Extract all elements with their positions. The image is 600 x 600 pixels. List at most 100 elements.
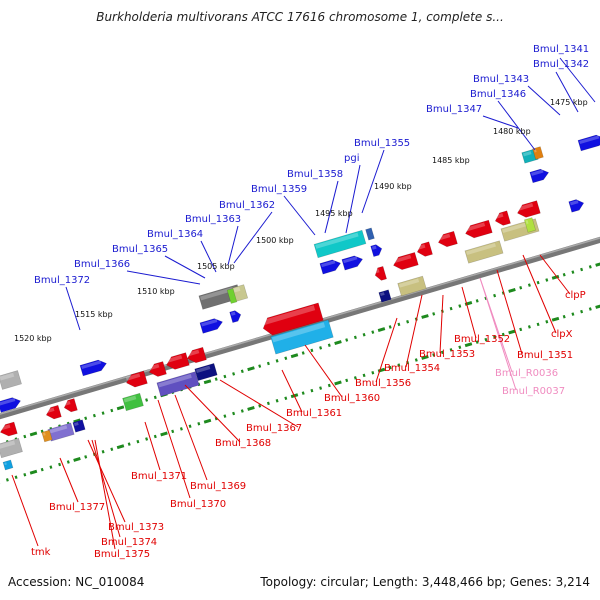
inner-tick-mark [310,388,314,393]
outer-tick-mark [421,314,429,319]
forward-gene-label: Bmul_1343 [473,74,529,85]
inner-tick-mark [160,431,168,437]
leader-line [405,294,423,368]
accession-text: Accession: NC_010084 [8,575,145,589]
outer-tick-mark [310,348,314,353]
inner-tick-mark [136,439,140,444]
forward-gene-label: Bmul_1358 [287,169,343,180]
gene-sheen [165,355,183,364]
gene-arrow [0,397,22,413]
leader-line [87,439,126,523]
reverse-gene-label: clpP [565,290,586,301]
inner-tick-mark [449,348,453,352]
outer-tick-mark [334,340,342,346]
reverse-gene-label: tmk [31,547,51,558]
gene-box [41,429,53,443]
inner-tick-mark [171,429,175,434]
gene-box [378,289,392,303]
gene-sheen [261,305,316,326]
reverse-gene-label: Bmul_1367 [246,423,302,434]
inner-tick-mark [327,383,331,388]
outer-tick-mark [493,293,497,298]
gene-sheen [522,151,532,157]
scale-label: 1500 kbp [256,236,294,245]
outer-tick-mark [319,346,323,350]
inner-tick-mark [493,335,497,339]
leader-line [157,399,191,499]
leader-line [219,379,299,428]
leader-line [496,269,523,355]
gene-arrow [63,398,78,413]
outer-tick-mark [388,325,392,329]
scale-label: 1495 kbp [315,209,353,218]
gene-labels: Bmul_1341 Bmul_1342 Bmul_1343 Bmul_1346 Bmul… [31,44,589,560]
outer-tick-mark [223,374,227,379]
reverse-gene-label: clpX [551,329,573,340]
gene-arrow [125,370,148,388]
scale-label: 1515 kbp [75,310,113,319]
inner-tick-mark [40,467,44,472]
outer-tick-mark [203,379,212,385]
gene-box [72,419,86,433]
reverse-gene-label: Bmul_1354 [384,363,440,374]
gene-sheen [81,360,102,370]
gene-box [156,371,200,397]
gene-arrow [529,168,550,184]
gene-sheen [230,311,236,316]
outer-tick-mark [110,408,114,413]
outer-tick-mark [266,361,270,366]
inner-tick-mark [421,355,429,360]
outer-tick-mark [153,395,157,400]
outer-tick-mark [377,327,386,332]
reverse-gene-label: Bmul_1360 [324,393,380,404]
scale-label: 1490 kbp [374,182,412,191]
inner-tick-mark [240,409,244,413]
outer-tick-mark [301,351,305,355]
leader-line [164,255,206,279]
outer-tick-mark [247,366,255,372]
leader-line [375,317,398,383]
outer-tick-mark [145,398,149,402]
inner-tick-mark [110,447,114,451]
inner-tick-mark [101,450,105,454]
inner-tick-mark [362,373,366,378]
gene-box [523,217,537,233]
leader-line [497,100,536,151]
outer-tick-mark [536,280,540,285]
inner-tick-mark [29,469,38,475]
gene-sheen [343,256,358,264]
leader-line [174,394,208,481]
gene-arrow [186,346,207,364]
gene-sheen [201,318,218,327]
leader-line [345,164,361,234]
inner-tick-mark [5,478,9,482]
gene-features [0,134,600,471]
forward-gene-label: Bmul_1355 [354,138,410,149]
inner-tick-mark [247,406,255,411]
reverse-gene-label: Bmul_1361 [286,408,342,419]
inner-tick-mark [371,371,375,375]
reverse-gene-label: Bmul_1371 [131,471,187,482]
outer-tick-mark [432,312,436,316]
leader-line [126,270,201,285]
inner-tick-mark [275,399,279,403]
inner-tick-mark [536,322,540,327]
inner-tick-mark [334,380,342,386]
gene-arrow [370,244,383,258]
forward-gene-label: pgi [344,153,359,164]
leader-line [184,384,241,443]
inner-tick-mark [127,442,131,446]
inner-tick-mark [116,444,125,450]
scale-label: 1480 kbp [493,127,531,136]
outer-tick-mark [458,304,462,308]
leader-line [233,211,273,264]
leader-line [527,85,561,116]
leader-line [324,180,339,234]
forward-gene-label: Bmul_1342 [533,59,589,70]
leader-line [555,71,579,113]
gene-sheen [416,244,426,250]
outer-tick-mark [290,353,299,359]
gene-box [231,284,249,302]
leader-line [91,439,121,538]
